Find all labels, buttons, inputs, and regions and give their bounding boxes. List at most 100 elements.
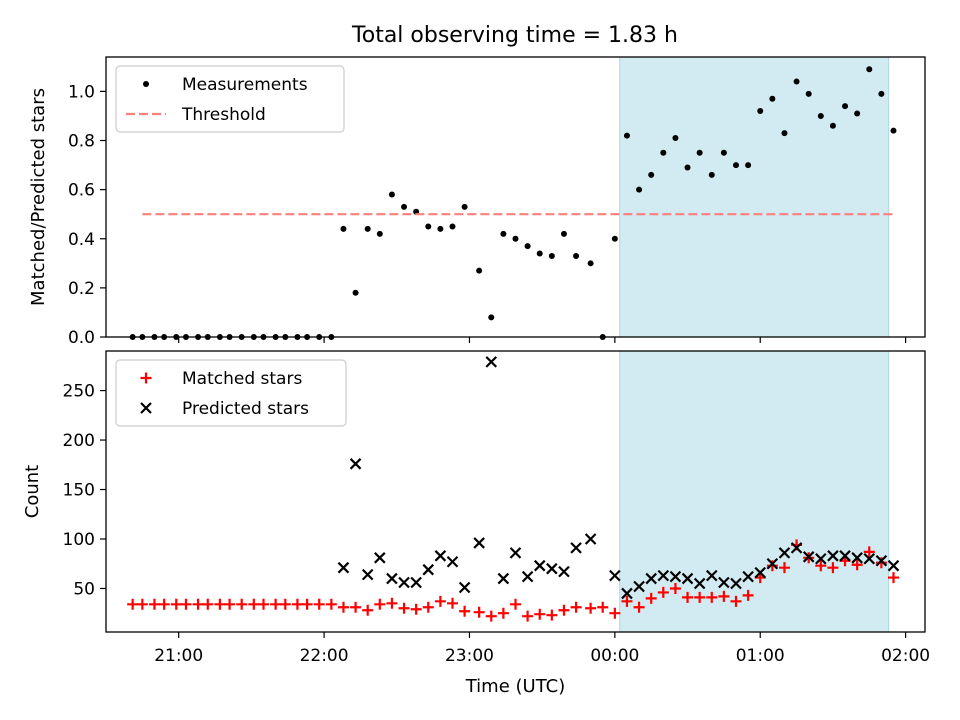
measurement-point (745, 162, 752, 169)
measurement-point (890, 127, 897, 134)
measurement-point (684, 164, 691, 171)
matched-stars-point (497, 607, 509, 619)
count-panel: 50 100 150 200 250 21:00 22:00 23:00 00:00 01:00 0… (22, 350, 930, 697)
x-tick-label: 02:00 (881, 646, 930, 666)
matched-stars-point (291, 598, 303, 610)
y-tick-label: 100 (63, 530, 95, 550)
matched-stars-point (148, 598, 160, 610)
matched-stars-point (570, 601, 582, 613)
predicted-stars-point (657, 569, 670, 582)
predicted-stars-point (497, 572, 510, 585)
matched-stars-point (597, 601, 609, 613)
predicted-stars-point (693, 577, 706, 590)
matched-stars-point (766, 560, 778, 572)
x-axis-label: Time (UTC) (465, 676, 566, 697)
predicted-stars-point (509, 547, 522, 559)
matched-stars-point (742, 589, 754, 601)
matched-stars-point (609, 607, 621, 619)
matched-stars-point (410, 603, 422, 615)
predicted-stars-point (681, 572, 694, 585)
legend-label: Matched stars (182, 369, 302, 389)
matched-stars-point (888, 572, 899, 584)
matched-stars-point (434, 595, 446, 607)
predicted-stars-point (705, 569, 718, 582)
matched-stars-point (214, 598, 226, 610)
legend-marker-measurements (143, 81, 149, 87)
y-tick-label: 50 (73, 579, 95, 599)
matched-stars-point (534, 608, 546, 620)
matched-stars-point (337, 601, 349, 613)
measurement-point (781, 130, 788, 137)
matched-stars-point (350, 601, 362, 613)
matched-stars-point (325, 598, 337, 610)
legend-label: Threshold (181, 105, 266, 125)
matched-stars-point (180, 598, 192, 610)
measurement-point (757, 108, 764, 115)
matched-stars-point (301, 598, 313, 610)
measurement-point (793, 78, 800, 85)
matched-stars-point (279, 598, 291, 610)
predicted-stars-point (374, 552, 386, 564)
predicted-stars-point (386, 572, 398, 585)
matched-stars-point (473, 606, 485, 618)
predicted-stars-point (669, 570, 682, 583)
predicted-stars-point (742, 570, 754, 583)
matched-stars-point (718, 590, 730, 602)
measurement-point (536, 250, 543, 257)
predicted-stars-point (422, 563, 435, 576)
measurement-point (500, 230, 507, 237)
matched-stars-point (585, 602, 597, 614)
matched-stars-point (313, 598, 325, 610)
matched-stars-point (202, 598, 214, 610)
x-tick-label: 23:00 (445, 646, 494, 666)
matched-stars-point (827, 562, 839, 574)
measurement-point (720, 149, 727, 156)
predicted-stars-point (718, 576, 730, 589)
predicted-stars-point (446, 555, 459, 568)
predicted-stars-point (754, 566, 767, 579)
matched-stars-point (170, 598, 182, 610)
matched-stars-point (386, 597, 398, 609)
predicted-stars-point (434, 550, 447, 562)
predicted-stars-point (863, 553, 876, 565)
matched-stars-point (863, 546, 875, 558)
measurement-point (708, 171, 715, 178)
measurement-point (388, 191, 395, 198)
highlight-span (619, 56, 890, 338)
measurement-point (524, 243, 531, 250)
ratio-panel: 0.0 0.2 0.4 0.6 0.8 1.0 Matched/Predicted star… (28, 56, 926, 348)
legend-marker-predicted (140, 402, 152, 414)
matched-stars-point (127, 598, 139, 610)
matched-stars-point (192, 598, 204, 610)
matched-stars-point (522, 610, 534, 622)
matched-stars-point (645, 592, 657, 604)
matched-stars-point (270, 598, 282, 610)
measurement-point (696, 149, 703, 156)
y-tick-label: 0.4 (68, 230, 95, 250)
measurement-point (854, 110, 861, 117)
measurement-point (733, 162, 739, 169)
measurement-point (461, 203, 468, 210)
matched-stars-point (657, 586, 669, 598)
y-axis-label: Count (22, 465, 43, 518)
measurement-point (548, 252, 555, 259)
matched-stars-point (851, 559, 863, 571)
y-tick-label: 0.8 (68, 132, 95, 152)
measurement-point (573, 252, 580, 259)
matched-stars-point (778, 562, 790, 574)
matched-stars-point (136, 598, 148, 610)
predicted-stars-point (790, 542, 803, 554)
legend-label: Predicted stars (182, 399, 309, 419)
predicted-stars-point (766, 557, 779, 570)
matched-stars-point (447, 597, 458, 609)
measurement-point (488, 314, 495, 321)
measurement-point (769, 95, 776, 102)
measurement-point (340, 225, 347, 232)
predicted-stars-point (802, 551, 815, 563)
measurement-point (401, 203, 408, 210)
x-tick-label: 01:00 (736, 646, 785, 666)
measurement-point (660, 149, 667, 156)
y-tick-label: 150 (63, 481, 95, 501)
legend-marker-matched (140, 372, 152, 384)
y-tick-label: 1.0 (68, 82, 95, 102)
